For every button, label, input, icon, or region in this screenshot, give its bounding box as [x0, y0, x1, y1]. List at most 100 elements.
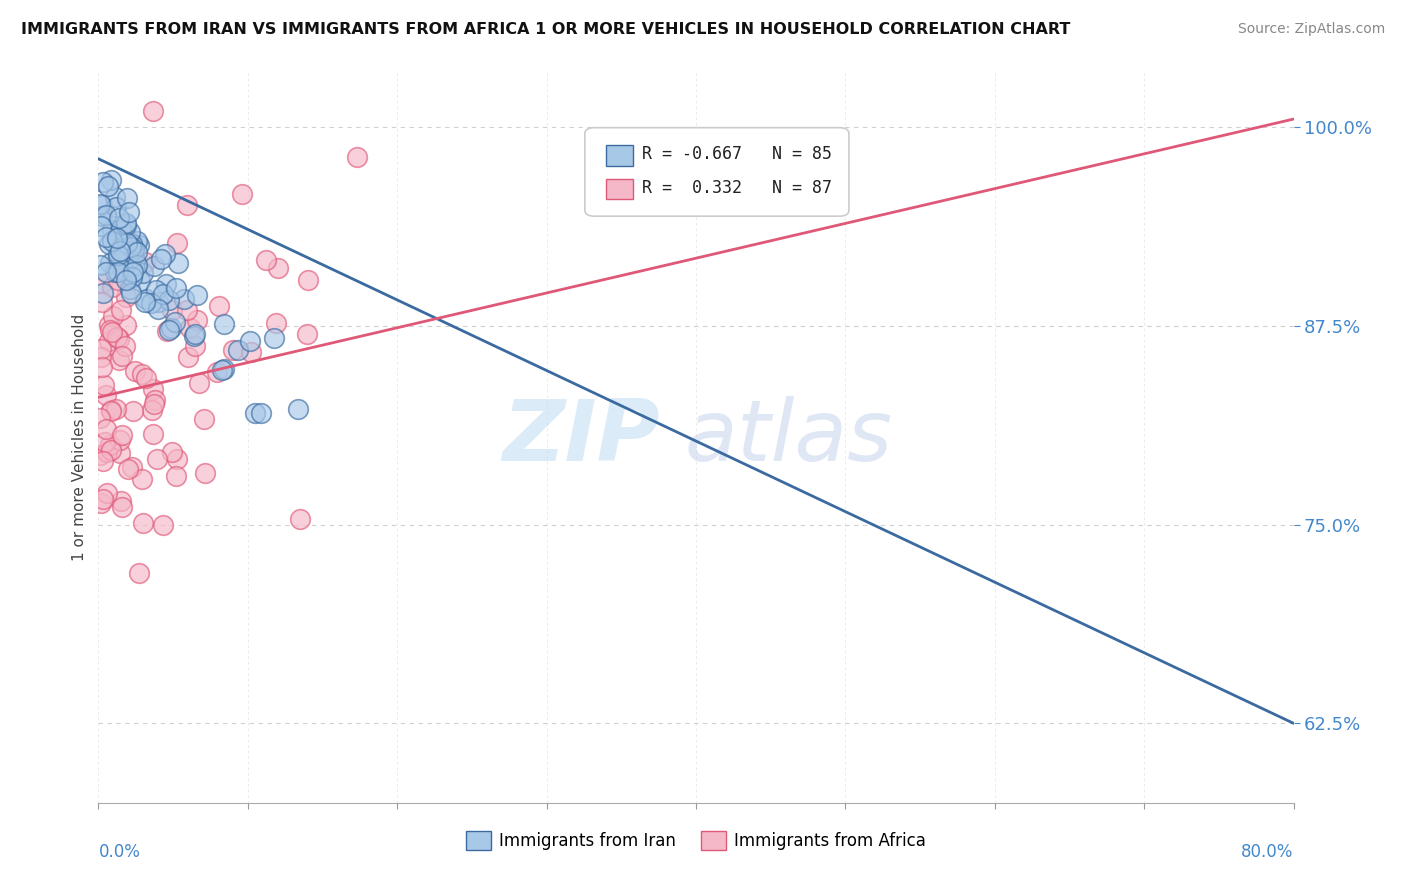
Point — [115, 318, 138, 333]
Point — [165, 281, 187, 295]
Point — [111, 235, 134, 250]
Point — [90, 219, 112, 233]
Point — [101, 223, 124, 237]
Text: 80.0%: 80.0% — [1241, 843, 1294, 861]
Point — [245, 406, 267, 420]
Point — [89, 258, 111, 272]
Point — [117, 234, 139, 248]
Point — [212, 318, 235, 332]
Text: 0.0%: 0.0% — [98, 843, 141, 861]
Point — [115, 273, 138, 287]
Point — [163, 315, 186, 329]
Point — [183, 326, 205, 341]
Point — [121, 237, 143, 252]
Point — [131, 367, 153, 381]
Point — [143, 259, 166, 273]
Point — [297, 273, 319, 287]
Point — [93, 434, 115, 449]
Point — [156, 324, 179, 338]
Point — [142, 104, 165, 119]
Point — [160, 303, 183, 318]
Point — [157, 293, 180, 307]
Point — [127, 258, 149, 272]
Point — [110, 493, 132, 508]
Point — [121, 460, 143, 475]
Point — [166, 256, 188, 270]
Point — [254, 253, 277, 268]
Point — [100, 256, 122, 270]
Text: R = -0.667   N = 85: R = -0.667 N = 85 — [643, 145, 832, 163]
Point — [173, 292, 195, 306]
Point — [134, 255, 156, 269]
Point — [141, 403, 163, 417]
Point — [111, 428, 134, 442]
Point — [96, 485, 118, 500]
Text: ZIP: ZIP — [502, 395, 661, 479]
Point — [107, 248, 129, 262]
Point — [184, 338, 207, 352]
Point — [143, 397, 166, 411]
Point — [193, 411, 215, 425]
Point — [114, 290, 136, 304]
Point — [124, 364, 146, 378]
Point — [212, 362, 235, 376]
Point — [148, 301, 170, 316]
Point — [105, 200, 128, 214]
Point — [108, 446, 131, 460]
Point — [107, 246, 129, 260]
Point — [145, 452, 167, 467]
Y-axis label: 1 or more Vehicles in Household: 1 or more Vehicles in Household — [72, 313, 87, 561]
Point — [131, 472, 153, 486]
Point — [90, 351, 112, 365]
Point — [263, 330, 285, 344]
Point — [115, 191, 138, 205]
Point — [91, 197, 114, 211]
Point — [100, 443, 122, 458]
Point — [97, 236, 120, 251]
Point — [114, 338, 136, 352]
Point — [239, 344, 262, 359]
Point — [91, 295, 114, 310]
Point — [100, 323, 122, 337]
Point — [91, 209, 114, 223]
Point — [157, 322, 180, 336]
Point — [100, 325, 122, 339]
Point — [176, 303, 198, 318]
Point — [117, 235, 139, 250]
Point — [104, 265, 127, 279]
Point — [110, 244, 132, 259]
Point — [153, 247, 176, 261]
Point — [96, 445, 118, 459]
Point — [110, 222, 132, 236]
Point — [108, 434, 131, 448]
Point — [211, 362, 233, 376]
Point — [127, 234, 149, 248]
Point — [120, 259, 142, 273]
Point — [139, 296, 162, 310]
Point — [91, 491, 114, 506]
Point — [100, 280, 122, 294]
Point — [97, 318, 120, 333]
Point — [111, 500, 134, 514]
Point — [129, 274, 152, 288]
Point — [124, 260, 146, 274]
Point — [132, 516, 155, 531]
Point — [295, 327, 318, 342]
Point — [105, 330, 128, 344]
Point — [194, 467, 217, 481]
Point — [100, 173, 122, 187]
Point — [89, 496, 111, 510]
Point — [118, 282, 141, 296]
Point — [222, 343, 245, 357]
Point — [135, 370, 157, 384]
Point — [122, 403, 145, 417]
Point — [142, 382, 165, 396]
Point — [228, 343, 250, 357]
Point — [115, 216, 138, 230]
Point — [89, 411, 111, 425]
Point — [132, 266, 155, 280]
Point — [134, 295, 156, 310]
Point — [89, 448, 111, 462]
Point — [176, 351, 198, 365]
Point — [97, 179, 120, 194]
